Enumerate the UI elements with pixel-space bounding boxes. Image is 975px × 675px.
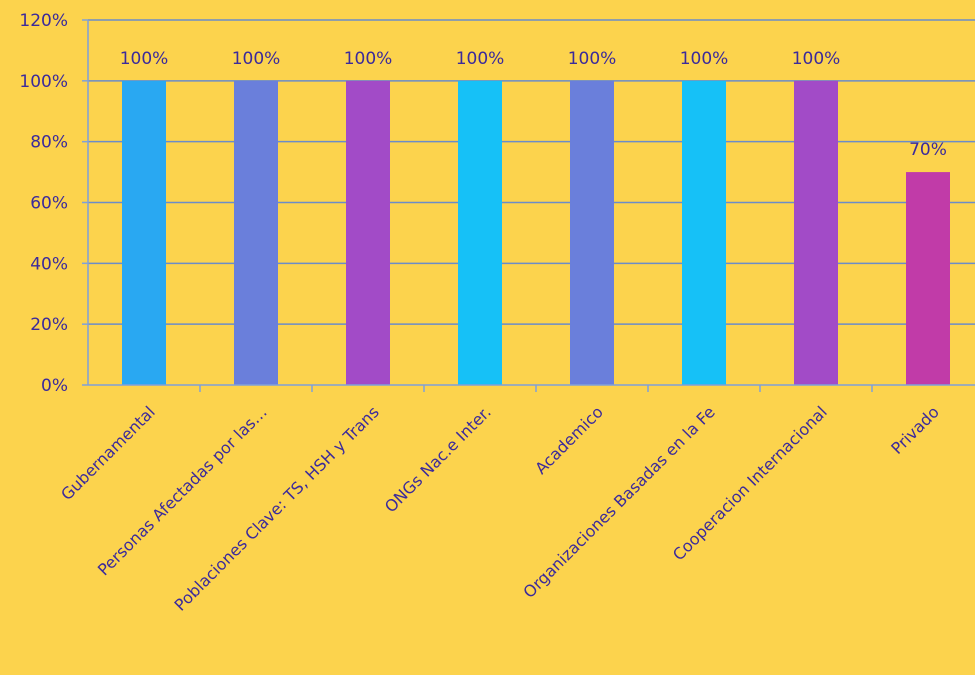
bar — [458, 80, 502, 385]
y-tick-label: 100% — [19, 72, 68, 92]
bar — [346, 80, 390, 385]
data-label: 100% — [344, 49, 393, 69]
y-tick-label: 0% — [41, 376, 68, 396]
category-label: Poblaciones Clave: TS, HSH y Trans — [171, 402, 383, 614]
category-label: Organizaciones Basadas en la Fe — [519, 402, 718, 601]
bar — [570, 80, 614, 385]
y-tick-label: 20% — [30, 315, 68, 335]
data-label: 100% — [232, 49, 281, 69]
category-label: ONGs Nac.e Inter. — [381, 402, 495, 516]
bar — [234, 80, 278, 385]
bar — [682, 80, 726, 385]
data-label: 100% — [792, 49, 841, 69]
data-label: 100% — [120, 49, 169, 69]
data-label: 100% — [568, 49, 617, 69]
category-label: Privado — [887, 402, 943, 458]
y-tick-label: 40% — [30, 254, 68, 274]
bar — [122, 80, 166, 385]
y-tick-label: 120% — [19, 11, 68, 31]
bar — [794, 80, 838, 385]
bars: 100% 100% 100% 100% 100% 100% 100% 70% — [120, 49, 950, 385]
data-label: 70% — [909, 140, 947, 160]
data-label: 100% — [456, 49, 505, 69]
gridlines — [88, 19, 975, 325]
category-label: Academico — [531, 402, 607, 478]
bar — [906, 172, 950, 385]
category-label: Gubernamental — [57, 402, 159, 504]
y-tick-label: 80% — [30, 133, 68, 153]
y-tick-label: 60% — [30, 194, 68, 214]
data-label: 100% — [680, 49, 729, 69]
y-axis: 0% 20% 40% 60% 80% 100% 120% — [19, 11, 89, 396]
